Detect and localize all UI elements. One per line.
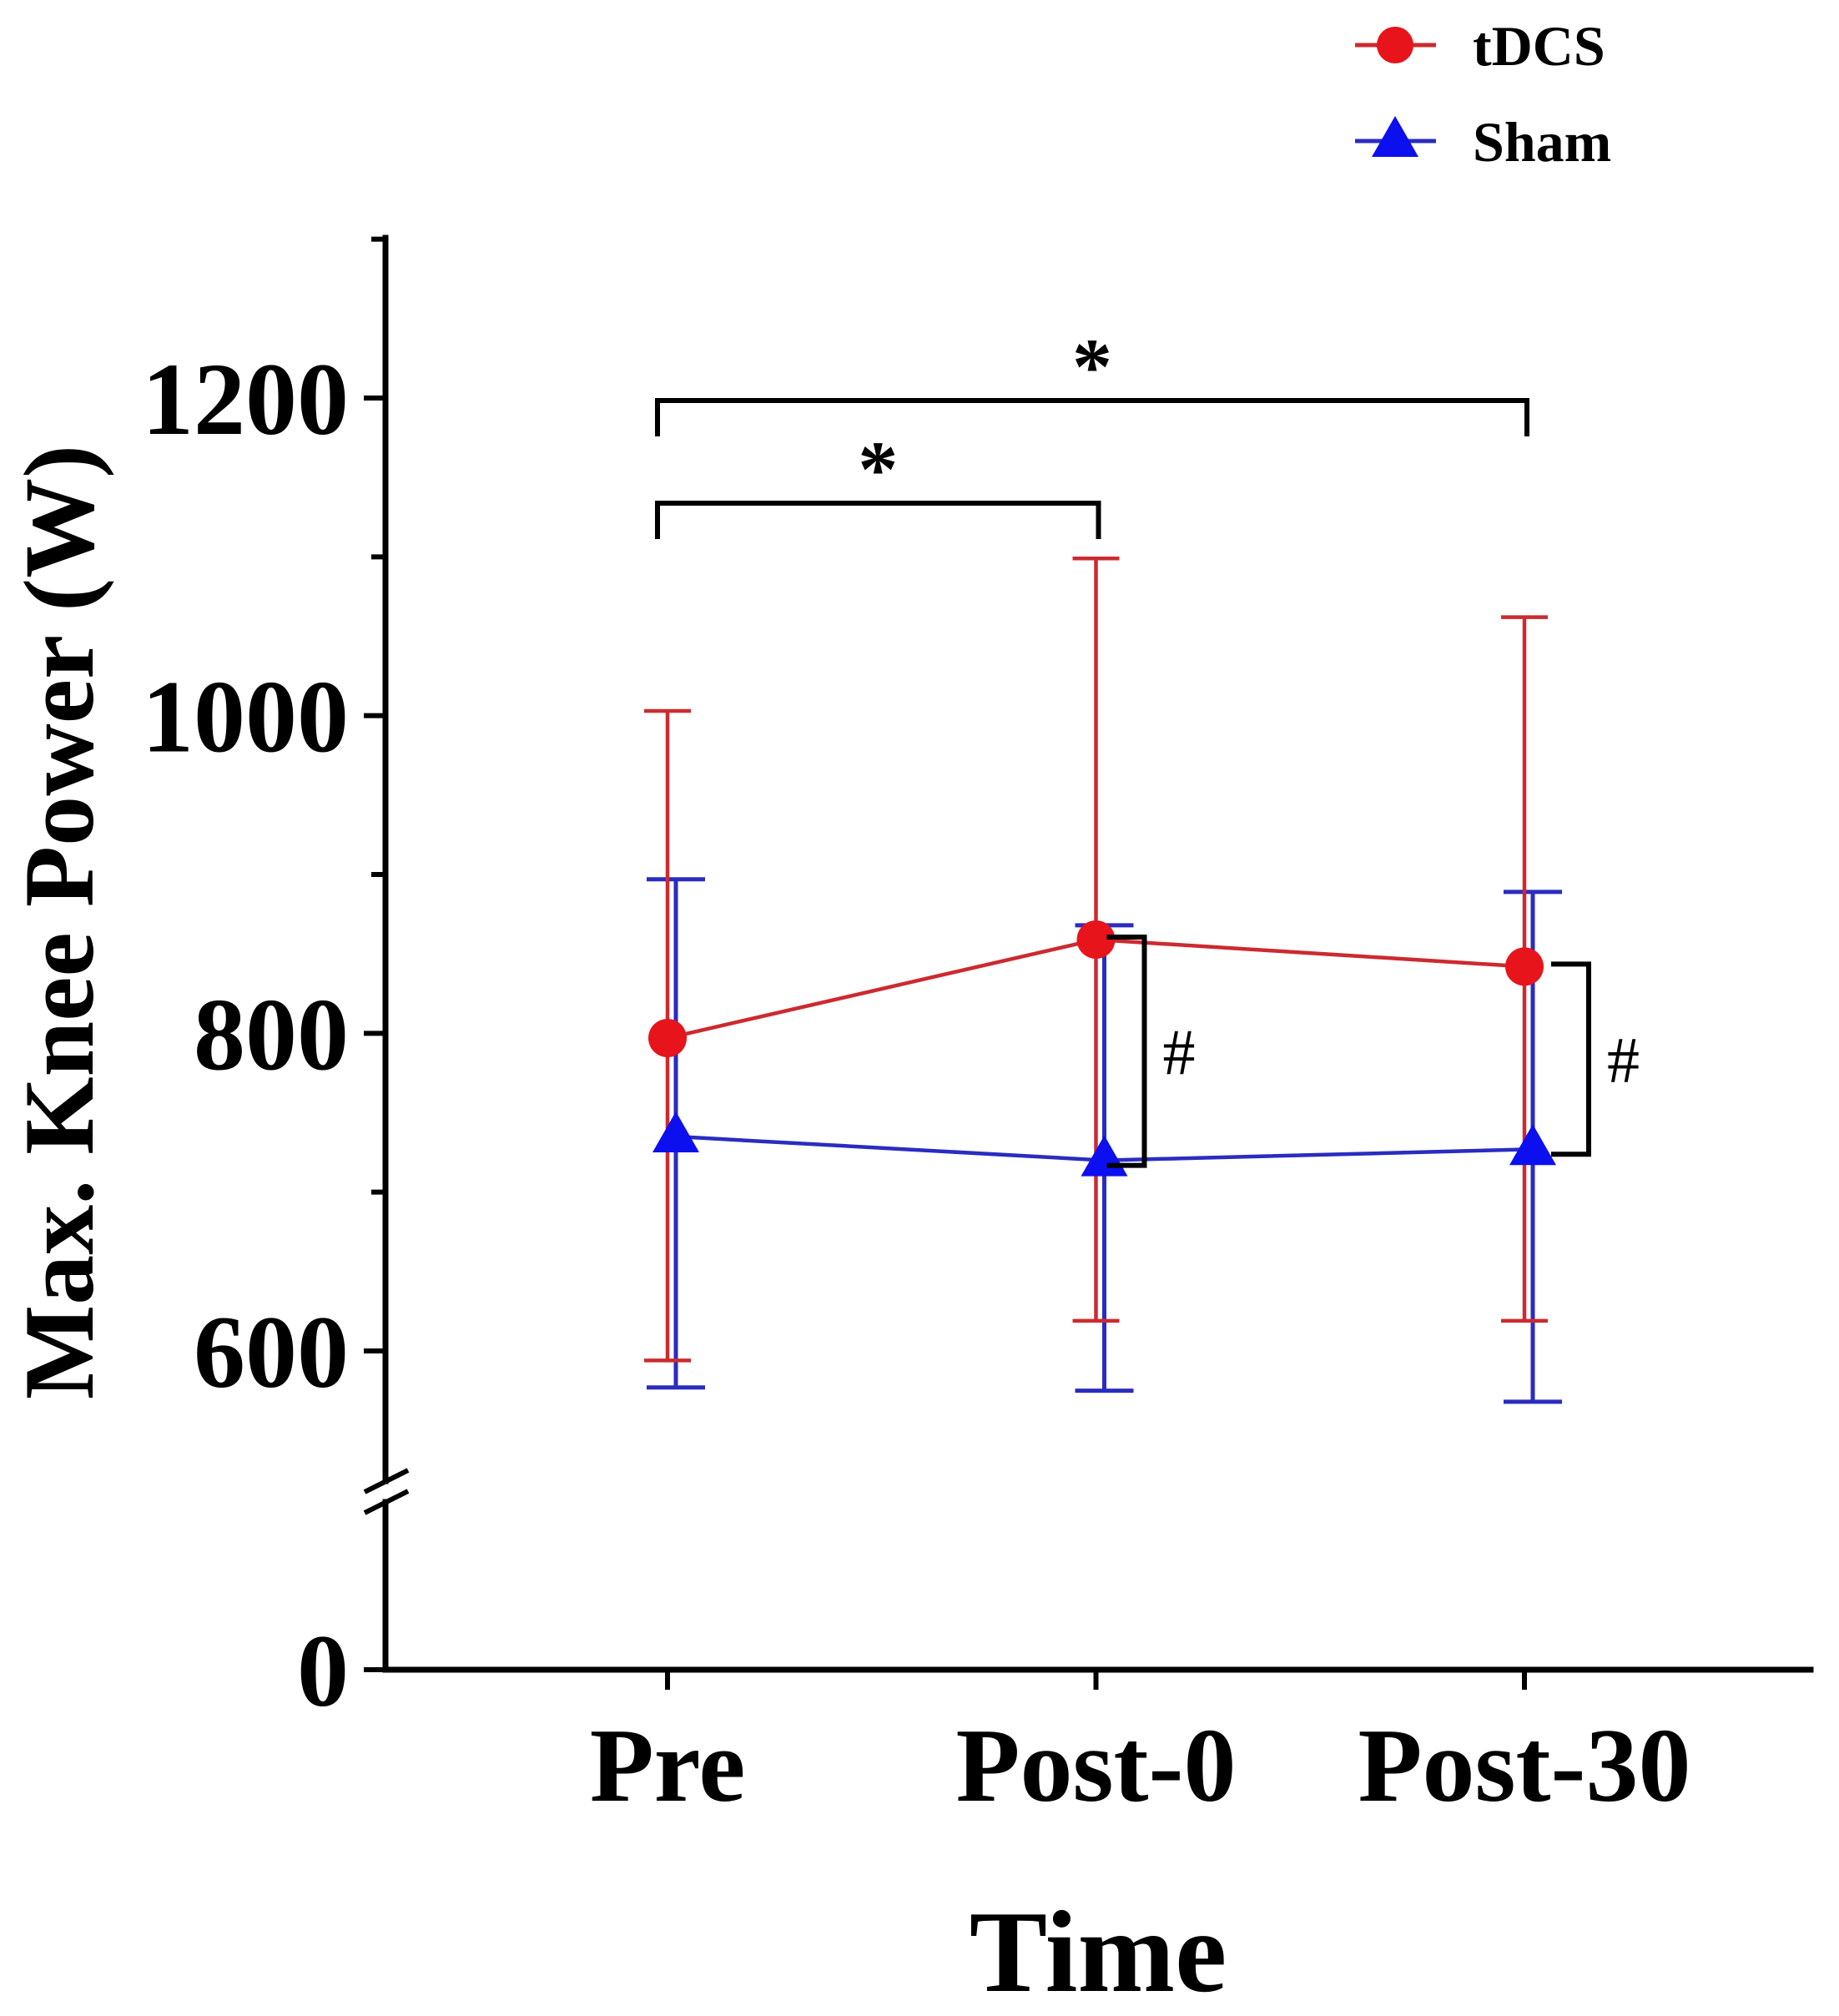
data-point-sham xyxy=(1509,1124,1556,1166)
significance-bracket xyxy=(655,398,1529,436)
y-tick-label: 1000 xyxy=(142,660,349,774)
y-tick-label: 600 xyxy=(194,1295,349,1409)
axis-break-mark xyxy=(363,1468,410,1494)
legend-triangle-icon xyxy=(1372,116,1418,157)
significance-bracket xyxy=(655,501,1101,539)
group-difference-bracket xyxy=(1106,935,1147,1168)
x-axis-title: Time xyxy=(970,1887,1227,2016)
axes: 0 600 800 1000 1200 Pre Post-0 Post-30 xyxy=(142,234,1814,1824)
group-difference-mark: # xyxy=(1607,1023,1640,1096)
axis-break-mark xyxy=(363,1489,410,1515)
significance-annotations: * * # # xyxy=(655,322,1640,1168)
series-lines xyxy=(667,937,1534,1162)
legend-label-tdcs: tDCS xyxy=(1473,14,1605,78)
data-point-sham xyxy=(1081,1135,1128,1177)
error-bars xyxy=(644,556,1562,1404)
data-point-tdcs xyxy=(1505,947,1544,986)
x-tick-label: Post-30 xyxy=(1358,1708,1691,1824)
y-tick-label: 800 xyxy=(194,977,349,1091)
y-axis-title: Max. Knee Power (W) xyxy=(3,445,114,1399)
legend: tDCS Sham xyxy=(1355,14,1611,174)
significance-star: * xyxy=(858,425,898,514)
data-point-tdcs xyxy=(648,1019,687,1058)
legend-circle-icon xyxy=(1377,27,1413,63)
x-tick-label: Post-0 xyxy=(956,1708,1237,1824)
legend-item-sham: Sham xyxy=(1355,110,1611,174)
group-difference-mark: # xyxy=(1163,1016,1196,1088)
significance-star: * xyxy=(1072,322,1112,411)
y-tick-label: 1200 xyxy=(142,342,349,456)
legend-item-tdcs: tDCS xyxy=(1355,14,1605,78)
data-point-sham xyxy=(652,1111,699,1153)
x-tick-label: Pre xyxy=(590,1708,746,1824)
group-difference-bracket xyxy=(1551,961,1591,1157)
y-tick-label: 0 xyxy=(297,1614,349,1728)
legend-label-sham: Sham xyxy=(1473,110,1611,174)
data-point-tdcs xyxy=(1076,920,1116,960)
